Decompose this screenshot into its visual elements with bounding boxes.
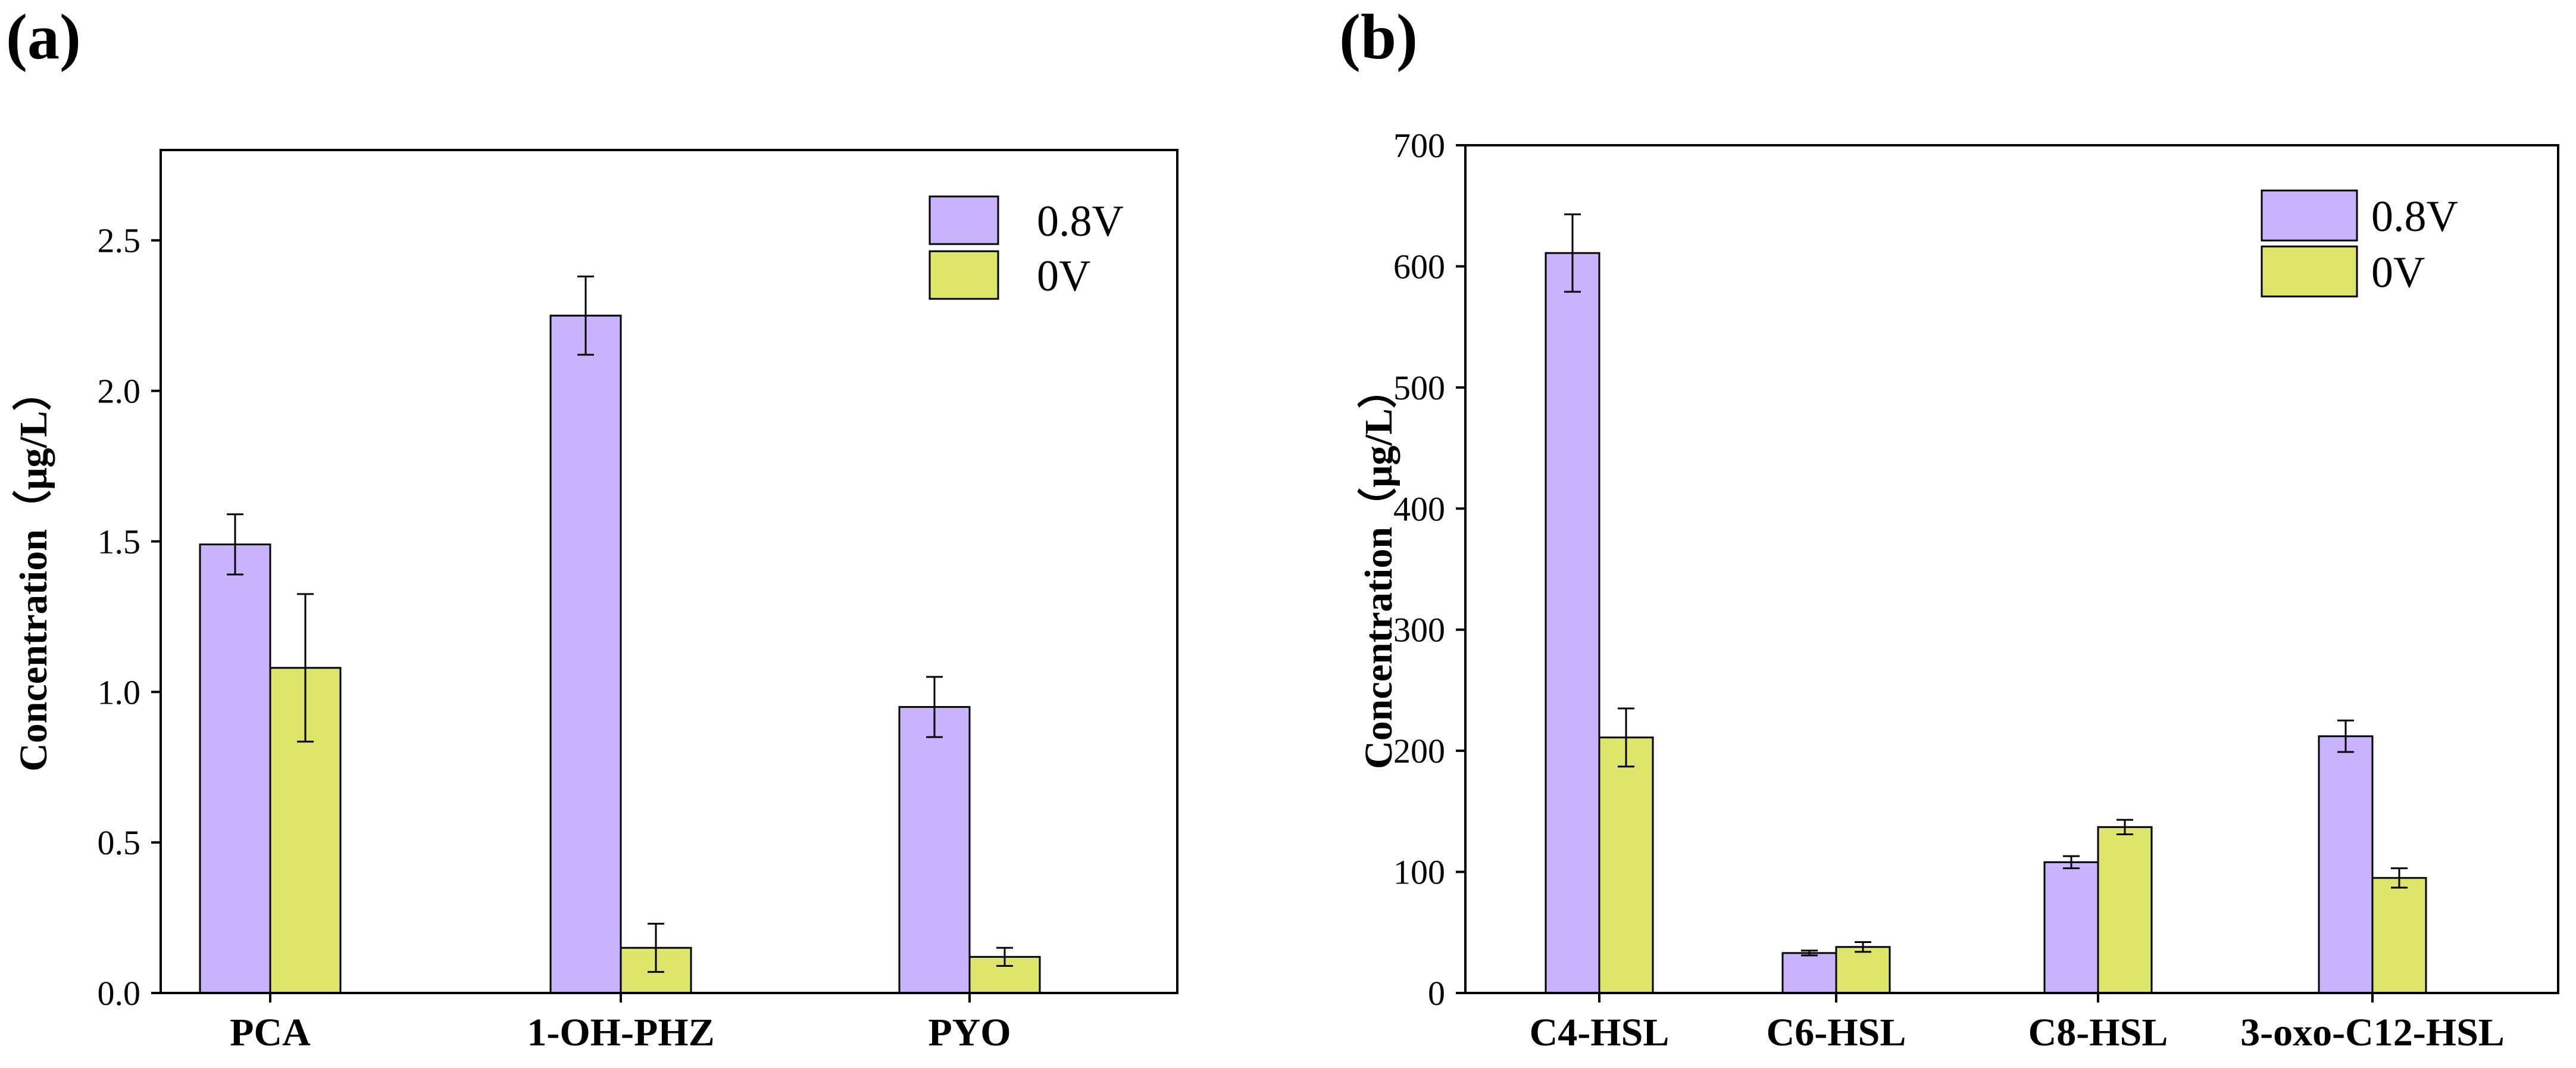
y-tick-label: 2.0 [98, 372, 141, 411]
error-bar [926, 676, 943, 738]
y-tick-label: 0.0 [98, 974, 141, 1013]
bar-0v-c4-hsl [1598, 736, 1654, 994]
error-bar [996, 947, 1013, 967]
x-tick-label: 1-OH-PHZ [527, 1011, 714, 1054]
legend-label-0v: 0V [2371, 248, 2425, 297]
y-tick-label: 2.5 [98, 221, 141, 260]
bar-08v-pca [199, 543, 271, 994]
y-tick-label: 600 [1393, 247, 1445, 286]
y-tick-label: 0 [1428, 974, 1445, 1013]
y-tick-label: 700 [1393, 126, 1445, 165]
legend: 0.8V 0V [929, 195, 1124, 301]
legend: 0.8V 0V [2261, 189, 2458, 298]
bar-08v-c6-hsl [1781, 952, 1837, 994]
error-bar [227, 513, 243, 576]
legend-label-0v: 0V [1037, 252, 1090, 301]
axes-frame [1464, 144, 2559, 994]
error-bar [648, 923, 664, 973]
error-bar [2391, 867, 2408, 889]
bar-08v-1-oh-phz [549, 314, 622, 994]
y-tick-label: 200 [1393, 732, 1445, 770]
panel-label: (b) [1339, 2, 1418, 73]
error-bar [577, 275, 594, 356]
x-tick-label: PCA [230, 1011, 311, 1054]
chart-panel-a: (a) PCA 1-OH-PHZ PYO 0.0 0.5 1.0 1.5 2.0 2.5 Conce… [6, 2, 1178, 1054]
error-bar [1564, 213, 1581, 293]
y-axis-title: Concentration（μg/L） [1356, 369, 1400, 769]
y-tick-label: 0.5 [98, 823, 141, 862]
panel-label: (a) [6, 2, 81, 73]
error-bar [2063, 855, 2080, 869]
y-tick-label: 1.5 [98, 522, 141, 561]
bar-0v-c6-hsl [1835, 946, 1891, 994]
error-bar [1855, 941, 1871, 953]
error-bar [1618, 707, 1634, 768]
bar-0v-3-oxo-c12-hsl [2371, 877, 2427, 994]
y-tick-label: 100 [1393, 853, 1445, 892]
legend-swatch-08v [2261, 189, 2358, 242]
error-bar [2117, 819, 2133, 836]
error-bar [297, 593, 314, 743]
bar-0v-c8-hsl [2097, 826, 2153, 994]
y-axis-title: Concentration（μg/L） [11, 371, 55, 772]
x-tick-label: PYO [928, 1011, 1011, 1054]
bar-08v-pyo [898, 706, 971, 994]
x-tick-label: C8-HSL [2028, 1011, 2168, 1054]
y-tick-label: 400 [1393, 489, 1445, 528]
y-tick-label: 300 [1393, 611, 1445, 649]
x-tick-label: C4-HSL [1530, 1011, 1670, 1054]
x-tick-label: 3-oxo-C12-HSL [2240, 1011, 2505, 1054]
legend-label-08v: 0.8V [2371, 192, 2458, 241]
bar-08v-c8-hsl [2043, 861, 2099, 994]
axes-frame [160, 149, 1178, 994]
legend-swatch-0v [929, 250, 999, 300]
legend-swatch-08v [929, 195, 999, 245]
error-bar [2337, 719, 2354, 753]
error-bar [1801, 950, 1818, 957]
bar-08v-3-oxo-c12-hsl [2318, 735, 2374, 994]
legend-swatch-0v [2261, 245, 2358, 298]
legend-label-08v: 0.8V [1037, 197, 1124, 246]
y-tick-label: 1.0 [98, 673, 141, 711]
x-tick-label: C6-HSL [1767, 1011, 1906, 1054]
y-tick-label: 500 [1393, 369, 1445, 407]
bar-08v-c4-hsl [1545, 252, 1600, 994]
chart-panel-b: (b) C4-HSL C6-HSL C8-HSL 3-oxo-C12-HSL 0 100 20… [1339, 2, 2559, 1054]
